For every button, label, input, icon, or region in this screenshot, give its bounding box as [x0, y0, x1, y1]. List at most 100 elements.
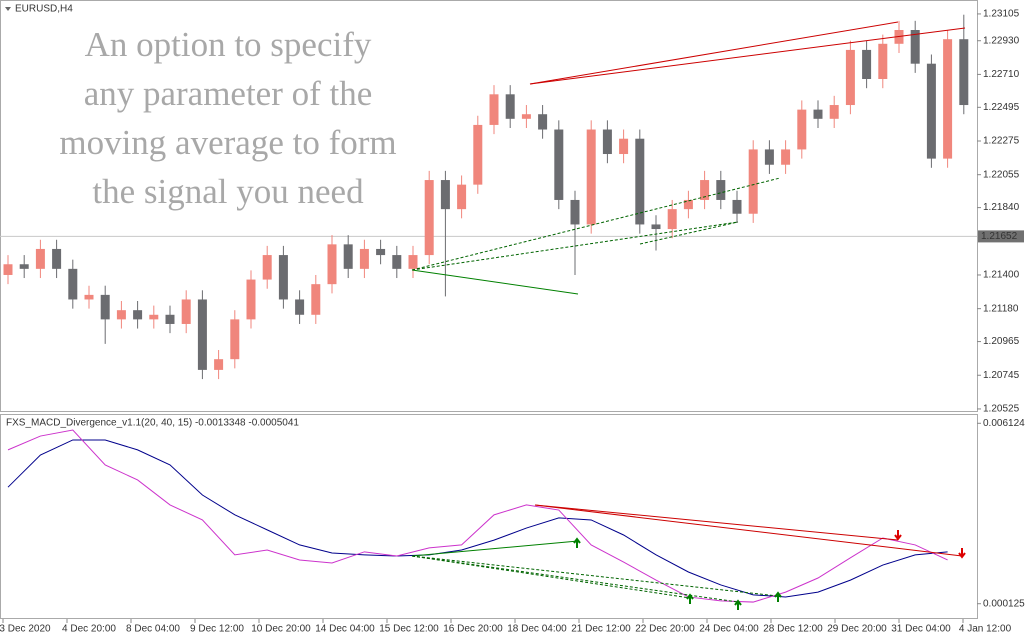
sell-arrow [894, 530, 902, 541]
x-tick-label: 29 Dec 20:00 [827, 624, 887, 635]
trend-line [529, 27, 966, 85]
y-tick-label: 1.22275 [983, 136, 1020, 147]
candle-body [84, 294, 94, 300]
candle-body [878, 43, 888, 80]
symbol-icon [5, 7, 11, 11]
x-tick-label: 21 Dec 12:00 [571, 624, 631, 635]
y-tick-label: 0.0061244 [983, 418, 1025, 429]
candle-body [813, 109, 823, 119]
candle-body [35, 248, 45, 269]
candle-body [829, 105, 839, 119]
candle-body [862, 49, 872, 80]
candle-body [700, 180, 710, 200]
x-tick-label: 24 Dec 04:00 [699, 624, 759, 635]
candle-body [764, 149, 774, 165]
trend-line [639, 221, 739, 245]
trend-line [411, 540, 579, 557]
candle-body [392, 255, 402, 269]
x-tick-label: 18 Dec 04:00 [507, 624, 567, 635]
x-tick-label: 9 Dec 12:00 [190, 624, 244, 635]
y-tick-label: 1.22055 [983, 169, 1020, 180]
y-tick-label: 1.22930 [983, 35, 1020, 46]
x-tick-label: 28 Dec 12:00 [763, 624, 823, 635]
current-price-box [978, 230, 1024, 243]
buy-arrow [573, 537, 581, 548]
candle-body [570, 199, 580, 225]
candle-body [457, 184, 467, 210]
candle-body [19, 264, 29, 269]
x-tick-label: 8 Dec 04:00 [126, 624, 180, 635]
candle-body [489, 94, 499, 125]
candle-body [246, 279, 256, 320]
candle-body [797, 109, 807, 150]
candle-body [262, 255, 272, 280]
candle-body [635, 138, 645, 225]
trend-line [534, 504, 899, 541]
candle-body [926, 63, 936, 159]
buy-arrow [774, 591, 782, 602]
candle-body [3, 264, 13, 275]
candle-body [651, 224, 661, 230]
buy-arrow [734, 599, 742, 610]
candle-body [424, 180, 434, 256]
candle-body [359, 248, 369, 269]
trend-line [534, 504, 963, 557]
candle-body [214, 359, 224, 370]
candle-body [602, 129, 612, 155]
indicator-line [7, 439, 948, 598]
candle-body [149, 314, 159, 320]
x-tick-label: 10 Dec 20:00 [251, 624, 311, 635]
buy-arrow [686, 593, 694, 604]
candle-body [667, 209, 677, 230]
signal-arrows [573, 530, 966, 610]
x-tick-label: 16 Dec 20:00 [443, 624, 503, 635]
y-tick-label: 1.20965 [983, 336, 1020, 347]
candle-body [748, 149, 758, 214]
candle-body [295, 299, 305, 315]
candle-body [116, 310, 126, 320]
indicator-title: FXS_MACD_Divergence_v1.1(20, 40, 15) -0.… [6, 418, 299, 429]
sell-arrow [958, 548, 966, 559]
candle-body [278, 255, 288, 300]
current-price-label: 1.21652 [981, 231, 1018, 242]
x-tick-label: 4 Dec 20:00 [62, 624, 116, 635]
y-tick-label: 1.22495 [983, 102, 1020, 113]
candle-body [845, 49, 855, 106]
symbol-label: EURUSD,H4 [15, 4, 73, 15]
candle-body [910, 30, 920, 64]
indicator-pane [0, 414, 978, 619]
candle-body [133, 310, 143, 320]
overlay-text: An option to specify [85, 25, 372, 64]
overlay-text: any parameter of the [84, 74, 373, 113]
candle-body [732, 199, 742, 214]
x-tick-label: 22 Dec 20:00 [635, 624, 695, 635]
candle-body [619, 138, 629, 155]
candle-body [781, 149, 791, 165]
candle-body [343, 244, 353, 269]
candle-body [440, 180, 450, 210]
candle-body [408, 255, 418, 269]
x-tick-label: 4 Jan 12:00 [959, 624, 1012, 635]
overlay-text: the signal you need [92, 172, 364, 211]
indicator-line [7, 429, 948, 603]
candle-body [554, 129, 564, 200]
trend-line [411, 269, 579, 295]
y-tick-label: 1.22710 [983, 69, 1020, 80]
candle-body [473, 124, 483, 185]
trend-line [411, 177, 781, 271]
x-tick-label: 31 Dec 04:00 [891, 624, 951, 635]
chart-layers: 1.23105 1.22930 1.22710 1.22495 1.22275 1.220… [0, 9, 1025, 635]
candle-body [716, 180, 726, 200]
candle-body [311, 284, 321, 315]
y-tick-label: 1.20745 [983, 370, 1020, 381]
trend-line [529, 21, 899, 85]
candle-body [100, 294, 110, 320]
y-tick-label: 1.21400 [983, 270, 1020, 281]
candle-body [538, 114, 548, 130]
candle-body [197, 299, 207, 370]
price-pane [0, 0, 978, 412]
x-tick-label: 14 Dec 04:00 [315, 624, 375, 635]
candle-body [68, 268, 78, 300]
